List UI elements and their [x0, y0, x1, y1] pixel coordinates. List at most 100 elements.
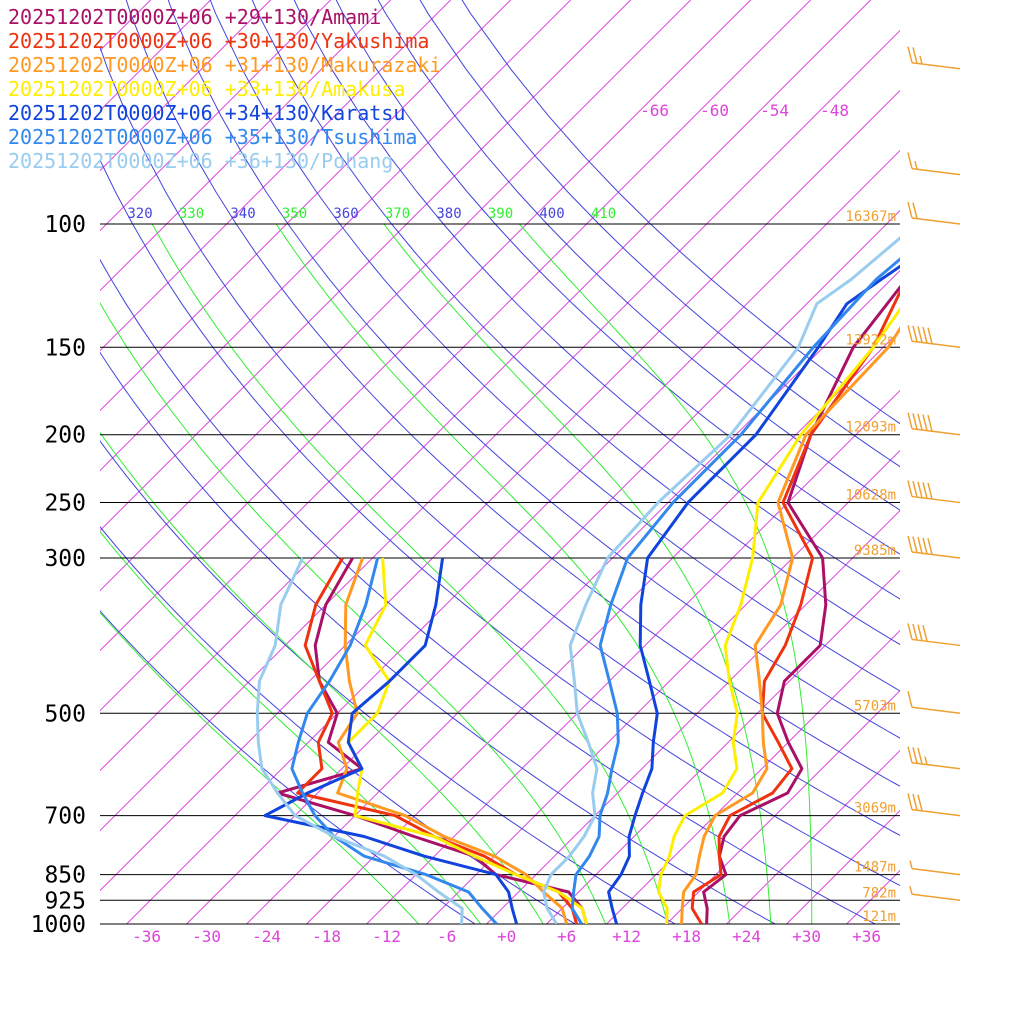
theta-label: 390: [488, 206, 513, 222]
dry-adiabat-line: [100, 610, 477, 924]
theta-label: 340: [230, 206, 255, 222]
isotherm-line: [726, 749, 900, 924]
wind-barb-flag: [912, 202, 918, 219]
wind-barb-half-flag: [924, 756, 928, 765]
wind-barb-staff: [911, 167, 961, 176]
legend-entry: 20251202T0000Z+06 +30+130/Yakushima: [8, 29, 429, 53]
moist-adiabat-line: [275, 223, 731, 924]
theta-label: 380: [436, 206, 461, 222]
wind-barb-flag: [922, 482, 928, 499]
wind-barb-flag: [907, 480, 913, 497]
dry-adiabat-line: [100, 440, 677, 924]
dry-adiabat-line: [377, 0, 900, 511]
wind-barb-flag: [912, 747, 918, 764]
wind-barb-staff: [911, 808, 961, 817]
height-label: 16367m: [845, 209, 896, 225]
wind-barb-flag: [922, 326, 928, 344]
upper-isotherm-label: -60: [700, 101, 729, 120]
height-label: 12093m: [845, 420, 896, 436]
legend-entry: 20251202T0000Z+06 +33+130/Amakusa: [8, 77, 405, 101]
isotherm-line: [606, 629, 900, 924]
dry-adiabat-line: [100, 258, 877, 924]
moist-adiabat-line: [151, 223, 669, 924]
moist-adiabat-line: [100, 611, 420, 924]
height-label: 121m: [862, 909, 896, 925]
wind-barb-flag: [907, 412, 913, 429]
moist-adiabat-line: [519, 223, 813, 924]
theta-label: 410: [591, 206, 616, 222]
legend: 20251202T0000Z+06 +29+130/Amami20251202T…: [8, 5, 441, 173]
legend-entry: 20251202T0000Z+06 +31+130/Makurazaki: [8, 53, 441, 77]
wind-barb-staff: [911, 761, 961, 770]
height-label: 9385m: [854, 543, 896, 559]
isobar-lines: [100, 223, 900, 925]
isotherm-line: [366, 389, 900, 924]
wind-barb: [907, 412, 961, 436]
pressure-label: 150: [44, 335, 86, 361]
isotherm-line: [666, 689, 900, 924]
theta-label: 330: [179, 206, 204, 222]
pressure-label: 500: [44, 701, 86, 727]
wind-barbs: [907, 46, 961, 902]
dry-adiabat-line: [100, 158, 900, 887]
theta-label: 350: [282, 206, 307, 222]
wind-barb: [907, 46, 961, 70]
wind-barb-flag: [907, 623, 913, 640]
wind-barb-flag: [907, 535, 913, 553]
upper-isotherm-label: -66: [640, 101, 669, 120]
temperature-tick-label: -12: [372, 927, 401, 946]
wind-barb: [907, 201, 961, 225]
pressure-label: 250: [44, 491, 86, 517]
wind-barb: [907, 691, 961, 715]
height-label: 3069m: [854, 801, 896, 817]
theta-label: 360: [333, 206, 358, 222]
dry-adiabat-line: [461, 0, 900, 425]
wind-barb-flag: [907, 46, 913, 63]
wind-barb: [909, 886, 961, 902]
wind-barb-staff: [911, 427, 961, 436]
wind-barb-half-flag: [919, 55, 923, 65]
wind-barb-staff: [911, 893, 961, 902]
theta-label: 320: [127, 206, 152, 222]
isotherm-line: [426, 449, 900, 924]
isotherm-line: [486, 509, 900, 924]
temperature-tick-label: +24: [732, 927, 761, 946]
isotherm-line: [100, 0, 452, 352]
temperature-tick-label: -18: [312, 927, 341, 946]
height-label: 10628m: [845, 488, 896, 504]
pressure-label: 1000: [31, 912, 86, 938]
wind-barb-staff: [911, 638, 961, 647]
pressure-label: 700: [44, 804, 86, 830]
wind-barb-flag: [912, 47, 918, 64]
isotherm-line: [907, 0, 1024, 924]
dry-adiabat-line: [100, 351, 777, 924]
isotherm-line: [100, 0, 212, 112]
wind-barb-flag: [912, 325, 918, 343]
height-label: 1487m: [854, 860, 896, 876]
wind-barb-flag: [907, 152, 913, 169]
pressure-label: 925: [44, 888, 86, 914]
wind-barb-flag: [927, 327, 933, 344]
wind-barb: [907, 325, 961, 349]
legend-entry: 20251202T0000Z+06 +34+130/Karatsu: [8, 101, 405, 125]
moist-adiabat-line: [100, 530, 482, 924]
dry-adiabat-line: [100, 526, 577, 924]
wind-barb-flag: [917, 481, 923, 498]
dry-adiabat-line: [419, 0, 900, 468]
temperature-tick-label: -30: [192, 927, 221, 946]
wind-barb-flag: [912, 536, 918, 553]
dry-adiabat-line: [293, 0, 900, 600]
wind-barb-flag: [927, 538, 933, 555]
dewpoint-profile-line: [346, 557, 589, 924]
wind-barb-half-flag: [909, 860, 913, 869]
wind-barb-flag: [917, 413, 923, 431]
wind-barb-flag: [907, 746, 913, 763]
legend-entry: 20251202T0000Z+06 +29+130/Amami: [8, 5, 381, 29]
wind-barb-flag: [907, 201, 913, 219]
theta-label: 370: [385, 206, 410, 222]
dewpoint-profile-line: [255, 557, 464, 924]
temperature-tick-label: +12: [612, 927, 641, 946]
wind-barb: [907, 480, 961, 504]
dry-adiabat-line: [209, 0, 900, 692]
